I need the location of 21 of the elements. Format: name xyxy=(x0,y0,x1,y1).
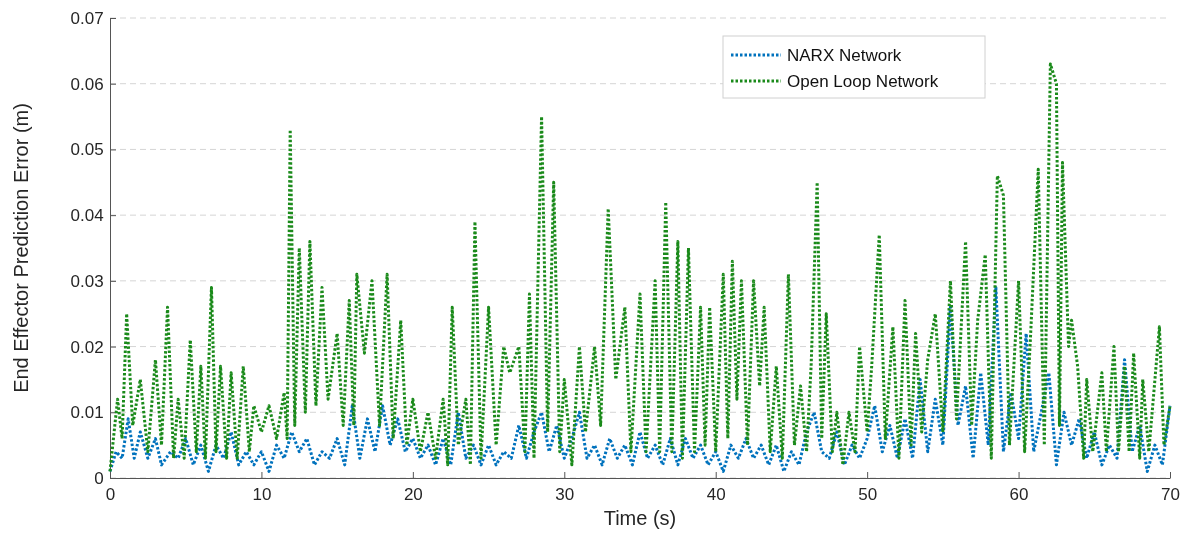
x-tick-label: 60 xyxy=(1009,484,1029,504)
y-tick-label: 0.06 xyxy=(70,74,104,94)
x-axis-title: Time (s) xyxy=(603,507,677,529)
y-tick-label: 0.03 xyxy=(70,271,104,291)
y-axis-title: End Effector Prediction Error (m) xyxy=(10,103,32,393)
y-tick-label: 0.05 xyxy=(70,140,104,160)
x-tick-label: 40 xyxy=(706,484,726,504)
legend-label: NARX Network xyxy=(787,46,902,65)
legend-label: Open Loop Network xyxy=(787,72,939,91)
x-tick-label: 20 xyxy=(403,484,423,504)
y-tick-label: 0.07 xyxy=(70,8,104,28)
x-tick-label: 50 xyxy=(858,484,878,504)
line-series xyxy=(108,62,1172,473)
x-tick-label: 70 xyxy=(1161,484,1180,504)
y-tick-label: 0.01 xyxy=(70,403,104,423)
y-tick-label: 0.04 xyxy=(70,206,104,226)
y-tick-label: 0.02 xyxy=(70,337,104,357)
y-tick-label: 0 xyxy=(94,468,104,488)
line-series xyxy=(108,285,1172,473)
x-tick-label: 30 xyxy=(555,484,575,504)
x-tick-label: 10 xyxy=(252,484,272,504)
